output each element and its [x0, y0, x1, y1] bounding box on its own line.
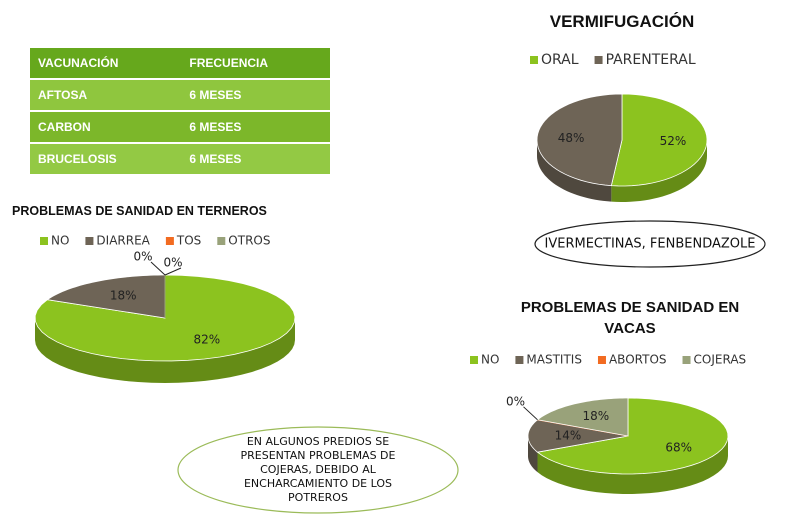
- annotation-text: POTREROS: [288, 491, 348, 504]
- chart-title: PROBLEMAS DE SANIDAD EN TERNEROS: [12, 204, 267, 218]
- pie-slice: [536, 397, 729, 475]
- pie-slice: [527, 419, 629, 453]
- cell: 6 MESES: [181, 79, 330, 112]
- chart-title: PROBLEMAS DE SANIDAD EN VACAS: [520, 299, 740, 337]
- pie-side: [611, 140, 707, 202]
- pie-slice: [536, 93, 623, 187]
- table-row: CARBON 6 MESES: [30, 111, 330, 144]
- annotation-text: IVERMECTINAS, FENBENDAZOLE: [545, 237, 756, 252]
- chart-title: VERMIFUGACIÓN: [549, 12, 695, 31]
- header-cell: VACUNACIÓN: [30, 48, 182, 80]
- legend-label: NO: [51, 234, 69, 248]
- data-label: 14%: [555, 429, 582, 443]
- legend-swatch: [217, 237, 226, 245]
- legend-swatch: [597, 356, 606, 364]
- table-row: BRUCELOSIS 6 MESES: [30, 143, 330, 176]
- legend-swatch: [40, 237, 48, 245]
- legend-label: COJERAS: [694, 353, 747, 367]
- legend-label: NO: [481, 353, 499, 367]
- data-label: 18%: [583, 409, 610, 423]
- cell: CARBON: [30, 111, 182, 144]
- cell: BRUCELOSIS: [30, 143, 182, 176]
- legend-label: PARENTERAL: [606, 52, 696, 68]
- pie-slice: [610, 93, 708, 187]
- annotation-ellipse: [534, 220, 766, 268]
- data-label: 68%: [665, 441, 692, 455]
- header-cell: FRECUENCIA: [181, 48, 330, 80]
- leader-line: [164, 267, 182, 276]
- legend-label: MASTITIS: [526, 353, 582, 367]
- legend-swatch: [594, 56, 603, 64]
- annotation-text: ENCHARCAMIENTO DE LOS: [244, 477, 392, 490]
- annotation-text: COJERAS, DEBIDO AL: [260, 463, 377, 476]
- annotation-ellipse: [177, 426, 459, 514]
- data-label: 0%: [506, 394, 525, 408]
- legend-swatch: [165, 237, 174, 245]
- legend-label: OTROS: [228, 234, 270, 248]
- data-label: 0%: [163, 256, 182, 270]
- legend-swatch: [530, 56, 538, 64]
- legend-swatch: [470, 356, 478, 364]
- data-label: 82%: [193, 332, 220, 346]
- pie-side: [537, 436, 728, 494]
- legend-swatch: [85, 237, 94, 245]
- annotation-text: PRESENTAN PROBLEMAS DE: [241, 449, 396, 462]
- data-label: 0%: [133, 250, 152, 264]
- pie-side: [35, 318, 295, 383]
- legend-label: DIARREA: [96, 234, 150, 248]
- vaccination-table: VACUNACIÓN FRECUENCIA AFTOSA 6 MESES CARB…: [30, 48, 330, 176]
- data-label: 48%: [558, 131, 585, 145]
- pie-slice: [46, 274, 166, 319]
- legend-label: ORAL: [541, 52, 579, 68]
- leader-line: [150, 261, 166, 276]
- cell: 6 MESES: [181, 111, 330, 144]
- table-header: VACUNACIÓN FRECUENCIA: [30, 48, 330, 80]
- pie-side: [537, 140, 612, 202]
- cell: AFTOSA: [30, 79, 182, 112]
- pie-side: [528, 436, 538, 473]
- cell: 6 MESES: [181, 143, 330, 176]
- pie-slice: [536, 397, 629, 437]
- legend-label: TOS: [176, 234, 201, 248]
- data-label: 52%: [660, 134, 687, 148]
- table-row: AFTOSA 6 MESES: [30, 79, 330, 112]
- data-label: 18%: [110, 289, 137, 303]
- annotation-text: EN ALGUNOS PREDIOS SE: [247, 435, 389, 448]
- legend-swatch: [515, 356, 524, 364]
- leader-line: [523, 406, 538, 421]
- legend-label: ABORTOS: [609, 353, 667, 367]
- legend-swatch: [682, 356, 691, 364]
